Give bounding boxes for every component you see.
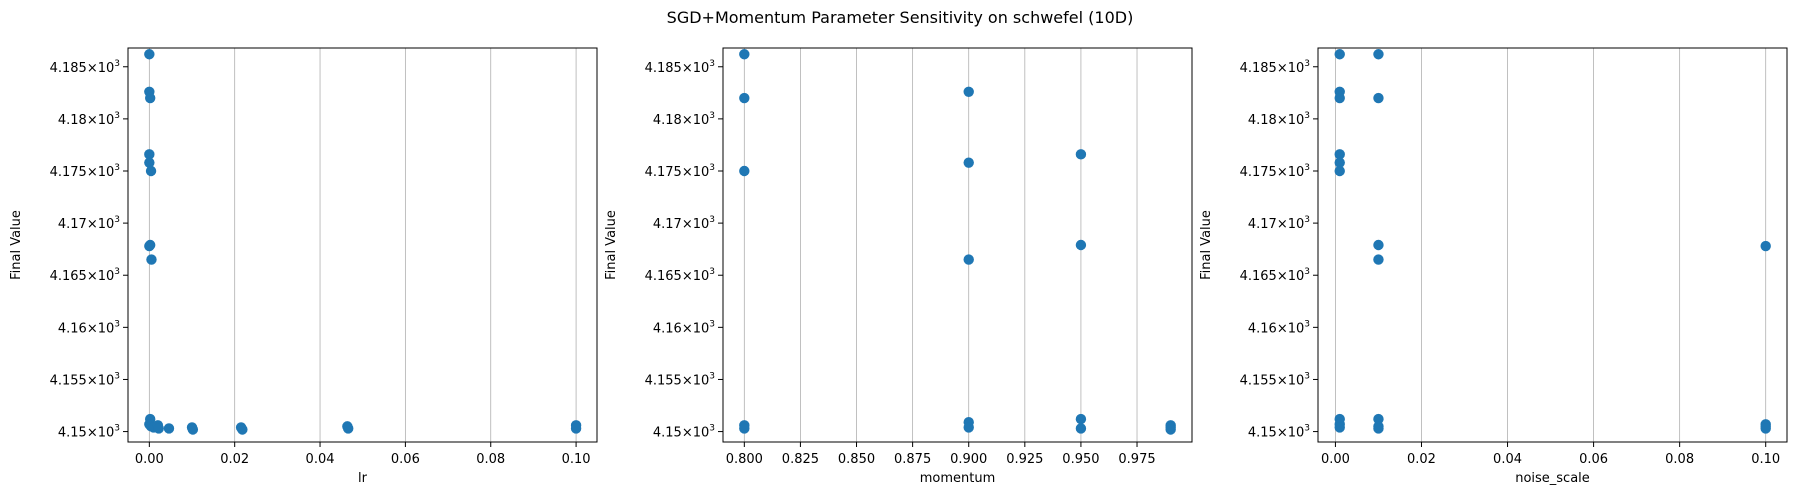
data-point <box>1334 157 1345 168</box>
y-tick-label: 4.18×103 <box>653 111 715 128</box>
x-tick-label: 0.825 <box>782 452 819 467</box>
y-tick-label: 4.18×103 <box>1248 111 1310 128</box>
x-tick-label: 0.00 <box>135 452 164 467</box>
data-point <box>237 424 248 435</box>
data-point <box>1075 239 1087 251</box>
figure-title: SGD+Momentum Parameter Sensitivity on sc… <box>666 8 1134 27</box>
y-axis-label: Final Value <box>9 210 24 280</box>
y-tick-label: 4.18×103 <box>58 111 120 128</box>
x-tick-label: 0.10 <box>1751 452 1780 467</box>
y-tick-label: 4.175×103 <box>645 163 715 180</box>
data-point <box>1334 49 1345 60</box>
data-point <box>570 423 582 434</box>
x-tick-label: 0.875 <box>894 452 931 467</box>
y-tick-label: 4.185×103 <box>1240 59 1310 76</box>
data-point <box>163 423 175 434</box>
data-point <box>1373 254 1384 265</box>
data-point <box>145 165 157 177</box>
y-axis-label: Final Value <box>1199 210 1214 280</box>
data-point <box>1165 424 1176 435</box>
y-tick-label: 4.16×103 <box>653 319 715 336</box>
y-tick-label: 4.15×103 <box>1248 424 1310 441</box>
data-point <box>144 240 155 252</box>
data-point <box>1373 49 1384 60</box>
x-tick-label: 0.02 <box>1407 452 1436 467</box>
x-tick-label: 0.02 <box>220 452 249 467</box>
data-point <box>144 92 156 104</box>
data-point <box>963 422 974 433</box>
data-point <box>1075 423 1087 434</box>
axes-frame <box>127 47 598 443</box>
y-tick-label: 4.15×103 <box>653 424 715 441</box>
x-tick-label: 0.06 <box>1579 452 1608 467</box>
y-tick-label: 4.165×103 <box>645 267 715 284</box>
data-point <box>1373 413 1384 425</box>
data-point <box>739 423 750 434</box>
data-point <box>1075 149 1087 160</box>
data-point <box>153 423 164 434</box>
y-axis-label: Final Value <box>604 210 619 280</box>
y-tick-label: 4.17×103 <box>653 215 715 232</box>
y-tick-label: 4.17×103 <box>1248 215 1310 232</box>
subplot-1: 0.00 0.02 0.04 0.06 0.08 0.10 4.15×103 4.155×10… <box>9 47 598 486</box>
data-point <box>1373 239 1384 251</box>
x-tick-label: 0.925 <box>1006 452 1043 467</box>
x-tick-label: 0.950 <box>1062 452 1099 467</box>
x-tick-label: 0.06 <box>391 452 420 467</box>
data-point <box>739 165 750 177</box>
y-tick-label: 4.155×103 <box>1240 371 1310 388</box>
x-tick-label: 0.975 <box>1118 452 1155 467</box>
data-point <box>1760 240 1771 252</box>
x-tick-label: 0.04 <box>1493 452 1522 467</box>
data-point <box>1334 92 1345 104</box>
x-tick-label: 0.08 <box>1665 452 1694 467</box>
data-point <box>1075 413 1087 425</box>
data-point <box>1373 92 1384 104</box>
data-point <box>144 149 155 160</box>
x-tick-label: 0.08 <box>476 452 505 467</box>
y-tick-label: 4.165×103 <box>1240 267 1310 284</box>
y-tick-label: 4.185×103 <box>50 59 120 76</box>
data-point <box>1760 423 1771 434</box>
x-tick-label: 0.850 <box>838 452 875 467</box>
y-tick-label: 4.15×103 <box>58 424 120 441</box>
y-tick-label: 4.155×103 <box>645 371 715 388</box>
data-point <box>739 92 750 104</box>
y-tick-label: 4.175×103 <box>50 163 120 180</box>
data-point <box>343 423 354 434</box>
data-point <box>144 49 155 60</box>
x-axis-label: lr <box>358 471 368 486</box>
y-tick-label: 4.16×103 <box>1248 319 1310 336</box>
data-point <box>963 86 974 97</box>
x-tick-label: 0.00 <box>1321 452 1350 467</box>
y-tick-label: 4.155×103 <box>50 371 120 388</box>
y-tick-label: 4.185×103 <box>645 59 715 76</box>
x-tick-label: 0.900 <box>950 452 987 467</box>
data-point <box>146 254 157 265</box>
axes-frame <box>1317 47 1788 443</box>
data-point <box>1334 165 1345 177</box>
data-point <box>739 49 750 60</box>
y-tick-label: 4.16×103 <box>58 319 120 336</box>
x-tick-label: 0.10 <box>562 452 591 467</box>
x-axis-label: momentum <box>920 471 996 486</box>
data-point <box>963 157 974 168</box>
axes-frame <box>722 47 1193 443</box>
data-point <box>1373 423 1384 434</box>
data-point <box>144 157 155 168</box>
x-tick-label: 0.04 <box>306 452 335 467</box>
y-tick-label: 4.165×103 <box>50 267 120 284</box>
x-tick-label: 0.800 <box>726 452 763 467</box>
data-point <box>187 424 199 435</box>
data-point <box>963 254 974 265</box>
data-point <box>1334 422 1345 433</box>
y-tick-label: 4.175×103 <box>1240 163 1310 180</box>
subplot-2: 0.800 0.825 0.850 0.875 0.900 0.925 0.950 0.975… <box>604 47 1193 486</box>
subplot-3: 0.00 0.02 0.04 0.06 0.08 0.10 4.15×103 4.155×10… <box>1199 47 1788 486</box>
x-axis-label: noise_scale <box>1515 471 1590 486</box>
y-tick-label: 4.17×103 <box>58 215 120 232</box>
data-point <box>1334 149 1345 160</box>
